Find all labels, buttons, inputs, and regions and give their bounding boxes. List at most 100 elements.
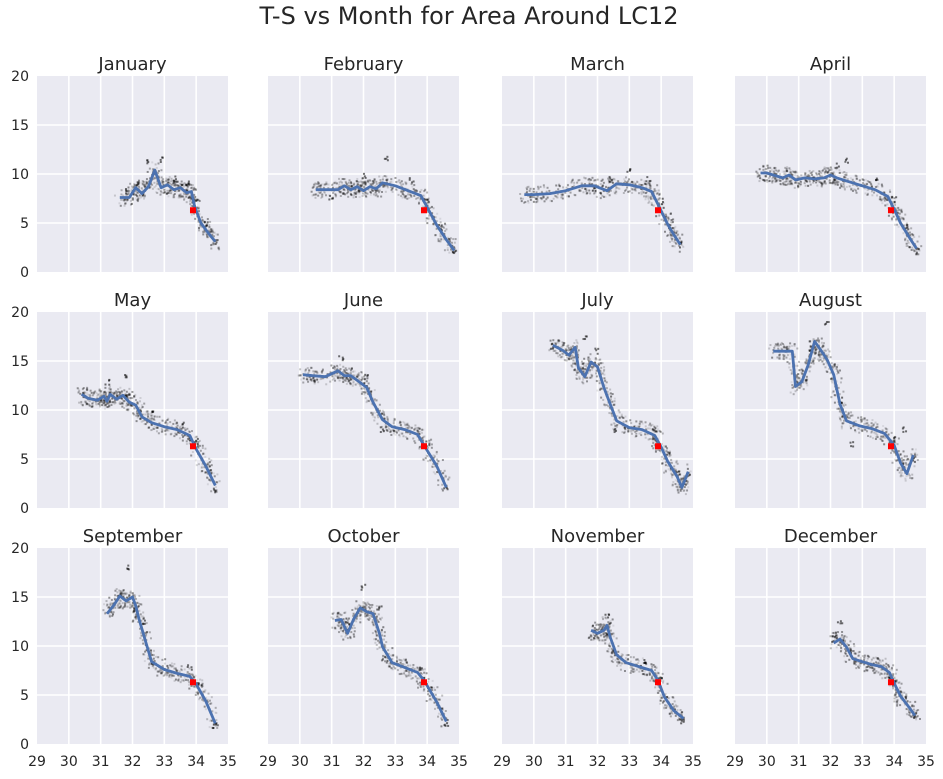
data-point [122,199,125,202]
data-point [325,194,328,197]
data-point [357,189,360,192]
data-point [614,427,617,430]
data-point [631,183,634,186]
data-point [822,363,825,366]
data-point [782,356,785,359]
data-point [302,373,305,376]
data-point [319,185,322,188]
data-point [771,181,774,184]
data-point [439,225,442,228]
data-point [369,191,372,194]
data-point [828,367,831,370]
data-point [607,179,610,182]
data-point [561,193,564,196]
data-point [813,351,816,354]
data-point [126,193,129,196]
data-point [98,389,101,392]
data-point [814,351,817,354]
data-point [680,243,683,246]
data-point [786,354,789,357]
data-point [203,466,206,469]
data-point [115,390,118,393]
data-point [642,183,645,186]
data-point [104,403,107,406]
data-point [812,360,815,363]
data-point [808,174,811,177]
data-point [623,189,626,192]
data-point [131,188,134,191]
data-point [805,359,808,362]
data-point [789,342,792,345]
data-point [190,197,193,200]
data-point [374,189,377,192]
data-point [162,183,165,186]
data-point [833,363,836,366]
data-point [116,604,119,607]
data-point [831,366,834,369]
data-point [431,212,434,215]
data-point [193,196,196,199]
data-point [317,191,320,194]
data-point [167,429,170,432]
data-point [582,382,585,385]
data-point [646,176,649,179]
data-point [804,172,807,175]
data-point [186,666,189,669]
data-point [155,426,158,429]
data-point [359,385,362,388]
data-point [822,182,825,185]
data-point [347,378,350,381]
data-point [420,188,423,191]
data-point [671,239,674,242]
data-point [373,612,376,615]
data-point [127,408,130,411]
data-point [143,184,146,187]
data-point [140,603,143,606]
data-point [166,189,169,192]
data-point [785,346,788,349]
data-point [432,463,435,466]
data-point [421,439,424,442]
data-point [615,186,618,189]
data-point [98,401,101,404]
data-point [640,184,643,187]
data-point [365,399,368,402]
data-point [600,366,603,369]
data-point [888,441,891,444]
data-point [148,663,151,666]
data-point [208,224,211,227]
data-point [417,431,420,434]
data-point [821,344,824,347]
data-point [167,181,170,184]
data-point [521,197,524,200]
data-point [363,378,366,381]
data-point [644,433,647,436]
data-point [618,416,621,419]
data-point [361,181,364,184]
data-point [675,242,678,245]
data-point [777,170,780,173]
data-point [608,181,611,184]
data-point [870,185,873,188]
data-point [162,665,165,668]
data-point [565,186,568,189]
data-point [412,180,415,183]
data-point [369,183,372,186]
data-point [164,421,167,424]
data-point [372,181,375,184]
data-point [775,172,778,175]
data-point [358,184,361,187]
data-point [215,711,218,714]
data-point [321,369,324,372]
data-point [321,371,324,374]
data-point [608,194,611,197]
data-point [380,628,383,631]
data-point [450,241,453,244]
data-point [387,427,390,430]
data-point [364,183,367,186]
data-point [135,617,138,620]
data-point [680,477,683,480]
data-point [147,160,150,163]
data-point [174,180,177,183]
data-point [125,194,128,197]
